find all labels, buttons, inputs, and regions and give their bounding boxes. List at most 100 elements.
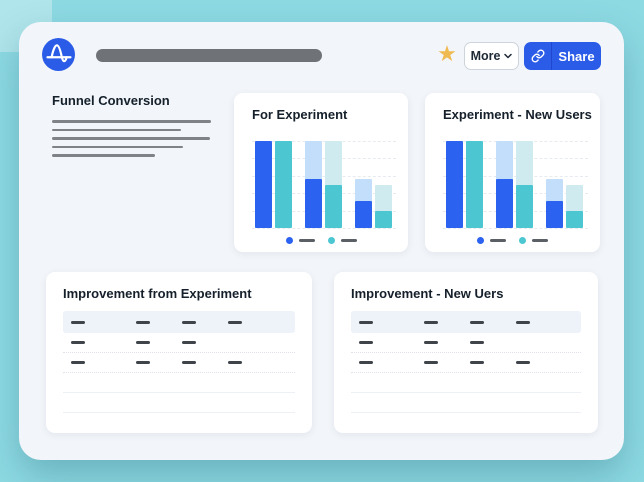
table-row [63, 353, 295, 373]
bar-solid-fill [516, 184, 533, 228]
bar-group [446, 141, 483, 228]
more-button[interactable]: More [464, 42, 519, 70]
cell-skeleton [136, 361, 150, 364]
gridline [252, 141, 396, 142]
cell-skeleton [71, 361, 85, 364]
share-link-segment [524, 42, 552, 70]
cell-skeleton [228, 341, 295, 344]
legend-dot-icon [285, 237, 293, 244]
legend-dot-icon [519, 237, 526, 244]
placeholder-table [351, 311, 581, 413]
chart-legend [425, 237, 600, 244]
bar-solid-fill [375, 210, 392, 228]
legend-label-skeleton [298, 239, 315, 242]
gridline [252, 158, 396, 160]
amplitude-logo-icon [42, 38, 75, 71]
skeleton-line [52, 120, 211, 123]
favorite-star-button[interactable]: ★ [434, 40, 460, 68]
gridline [443, 228, 588, 229]
funnel-section: Funnel Conversion [52, 93, 222, 163]
bar [466, 141, 483, 228]
gridline [252, 210, 396, 212]
cell-skeleton [470, 401, 516, 404]
cell-skeleton [71, 401, 136, 404]
bar-solid-fill [466, 141, 483, 228]
cell-skeleton [228, 361, 242, 364]
table-row [63, 373, 295, 393]
header-cell-skeleton [424, 320, 438, 324]
funnel-title: Funnel Conversion [52, 93, 170, 108]
bar [516, 141, 533, 228]
bar-group [546, 141, 583, 228]
bar-solid-fill [355, 201, 372, 228]
bar-solid-fill [546, 201, 563, 228]
dashboard-title-skeleton [96, 49, 322, 62]
bar-solid-fill [325, 184, 342, 228]
gridline [443, 175, 588, 177]
bar-solid-fill [566, 210, 583, 228]
bar [496, 141, 513, 228]
chevron-down-icon [504, 53, 513, 59]
cell-skeleton [359, 361, 373, 364]
gridline [443, 141, 588, 142]
skeleton-line [52, 128, 181, 131]
header-cell-skeleton [182, 320, 196, 324]
table-row [63, 333, 295, 353]
skeleton-line [52, 137, 210, 140]
cell-skeleton [516, 381, 581, 384]
gridline [443, 193, 588, 195]
legend-item [327, 237, 357, 244]
skeleton-line [52, 154, 155, 157]
cell-skeleton [182, 341, 196, 344]
chart-legend [234, 237, 408, 244]
bar [446, 141, 463, 228]
table-title: Improvement from Experiment [63, 286, 252, 301]
cell-skeleton [228, 381, 295, 384]
cell-skeleton [359, 341, 373, 344]
table-card-improvement-from-experiment: Improvement from Experiment [46, 272, 312, 433]
header-cell-skeleton [470, 320, 484, 324]
table-card-improvement-new-users: Improvement - New Uers [334, 272, 598, 433]
table-header-row [63, 311, 295, 333]
cell-skeleton [516, 361, 530, 364]
bar-solid-fill [255, 141, 272, 228]
header-cell-skeleton [136, 320, 150, 324]
gridline [252, 193, 396, 195]
bar [275, 141, 292, 228]
cell-skeleton [424, 341, 438, 344]
cell-skeleton [182, 381, 228, 384]
share-button[interactable]: Share [524, 42, 601, 70]
skeleton-line [52, 145, 183, 148]
chart-plot [252, 141, 396, 229]
chart-title: For Experiment [252, 107, 348, 122]
cell-skeleton [424, 381, 470, 384]
cell-skeleton [182, 361, 196, 364]
cell-skeleton [182, 401, 228, 404]
bar [255, 141, 272, 228]
bar [325, 141, 342, 228]
cell-skeleton [136, 401, 182, 404]
cell-skeleton [424, 361, 438, 364]
legend-dot-icon [327, 237, 335, 244]
share-button-label: Share [558, 48, 595, 64]
cell-skeleton [470, 381, 516, 384]
legend-item [285, 237, 315, 244]
cell-skeleton [359, 401, 424, 404]
header-cell-skeleton [516, 320, 530, 324]
bar-group [355, 141, 392, 228]
legend-label-skeleton [532, 239, 548, 242]
bar-solid-fill [446, 141, 463, 228]
table-row [351, 373, 581, 393]
legend-label-skeleton [340, 239, 357, 242]
table-row [351, 333, 581, 353]
legend-item [519, 237, 548, 244]
cell-skeleton [228, 401, 295, 404]
chart-plot [443, 141, 588, 229]
legend-label-skeleton [490, 239, 506, 242]
cell-skeleton [359, 381, 424, 384]
cell-skeleton [516, 401, 581, 404]
bar-solid-fill [275, 141, 292, 228]
chart-title: Experiment - New Users [443, 107, 592, 122]
bar-solid-fill [496, 179, 513, 228]
header-cell-skeleton [359, 320, 373, 324]
